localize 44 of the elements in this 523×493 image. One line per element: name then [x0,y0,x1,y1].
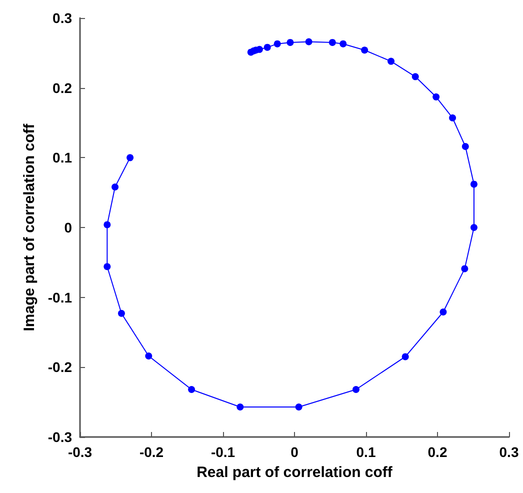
y-tick-label: -0.2 [48,359,72,376]
point [462,142,469,150]
point [340,40,347,48]
x-tick-label: -0.2 [139,444,164,460]
point [470,224,478,231]
point [188,386,196,394]
point [247,48,254,56]
point [286,38,294,46]
y-tick-label: 0.1 [52,150,72,166]
x-tick-label: 0.2 [428,444,448,460]
x-tick-label: -0.1 [210,444,236,460]
y-tick-label: 0.2 [52,80,72,96]
y-tick-label: 0.3 [52,10,72,26]
point [264,44,271,51]
y-tick-label: -0.1 [48,289,72,306]
point [295,403,302,410]
point [461,265,468,272]
point [361,46,368,54]
point [112,184,119,190]
point [274,40,281,48]
x-tick-label: 0 [290,444,299,460]
point [402,353,409,360]
point [236,403,244,410]
y-tick-label: 0 [64,220,72,236]
point [412,73,419,80]
point [126,154,134,162]
x-tick-label: -0.3 [68,444,92,460]
point [449,114,456,122]
point [440,308,447,316]
y-axis-title: Image part of correlation coff [20,122,38,332]
point [470,180,478,188]
point [305,38,312,46]
point [388,58,395,65]
point [104,263,111,270]
point [118,310,125,317]
point [432,93,440,100]
point [104,221,111,228]
point [352,386,360,394]
x-axis-title: Real part of correlation coff [196,464,394,481]
point [328,38,336,46]
x-tick-label: 0.3 [499,444,519,460]
point [145,352,152,360]
x-tick-label: 0.1 [356,444,376,460]
y-tick-label: -0.3 [48,429,72,445]
